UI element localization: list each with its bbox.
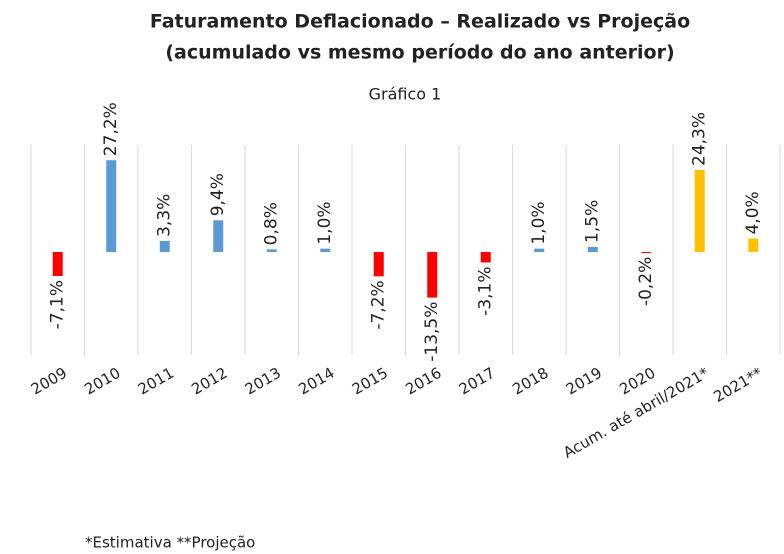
bar bbox=[694, 169, 705, 253]
value-label: 9,4% bbox=[208, 173, 228, 216]
bar bbox=[106, 160, 117, 253]
chart-label: Gráfico 1 bbox=[369, 85, 442, 104]
bar bbox=[52, 252, 63, 276]
value-label: 1,0% bbox=[315, 201, 335, 244]
x-tick-label: 2017 bbox=[456, 364, 498, 399]
x-tick-label: 2021** bbox=[710, 364, 765, 406]
value-label: 24,3% bbox=[690, 112, 710, 166]
x-tick-label: 2019 bbox=[563, 364, 605, 399]
value-label: 3,3% bbox=[155, 194, 175, 237]
bar bbox=[480, 252, 491, 263]
value-label: 1,5% bbox=[583, 200, 603, 243]
bar bbox=[641, 252, 652, 254]
footnote: *Estimativa **Projeção bbox=[85, 534, 255, 552]
value-label: 4,0% bbox=[743, 191, 763, 234]
bar bbox=[373, 252, 384, 277]
x-tick-label: 2010 bbox=[81, 364, 123, 399]
value-label: 1,0% bbox=[529, 201, 549, 244]
bar bbox=[534, 248, 545, 253]
x-tick-label: 2009 bbox=[28, 364, 70, 399]
x-tick-label: 2018 bbox=[509, 364, 551, 399]
value-label: -7,2% bbox=[369, 280, 389, 329]
bar bbox=[266, 249, 277, 253]
value-label: -3,1% bbox=[476, 266, 496, 315]
bar bbox=[320, 248, 331, 253]
value-label: -0,2% bbox=[636, 257, 656, 306]
x-tick-label: 2011 bbox=[135, 364, 177, 399]
bar bbox=[427, 252, 438, 298]
x-tick-label: 2016 bbox=[402, 364, 444, 399]
value-label: 27,2% bbox=[101, 102, 121, 156]
x-tick-label: 2012 bbox=[188, 364, 230, 399]
bar bbox=[213, 220, 224, 253]
bar bbox=[748, 238, 759, 253]
x-tick-label: 2015 bbox=[349, 364, 391, 399]
x-tick-label: 2014 bbox=[295, 364, 337, 399]
chart-title: Faturamento Deflacionado – Realizado vs … bbox=[150, 11, 690, 33]
value-label: 0,8% bbox=[262, 202, 282, 245]
bar bbox=[159, 240, 170, 253]
value-label: -13,5% bbox=[422, 302, 442, 362]
bar bbox=[587, 246, 598, 253]
x-tick-label: 2013 bbox=[242, 364, 284, 399]
value-label: -7,1% bbox=[48, 280, 68, 329]
chart-subtitle: (acumulado vs mesmo período do ano anter… bbox=[165, 42, 674, 64]
